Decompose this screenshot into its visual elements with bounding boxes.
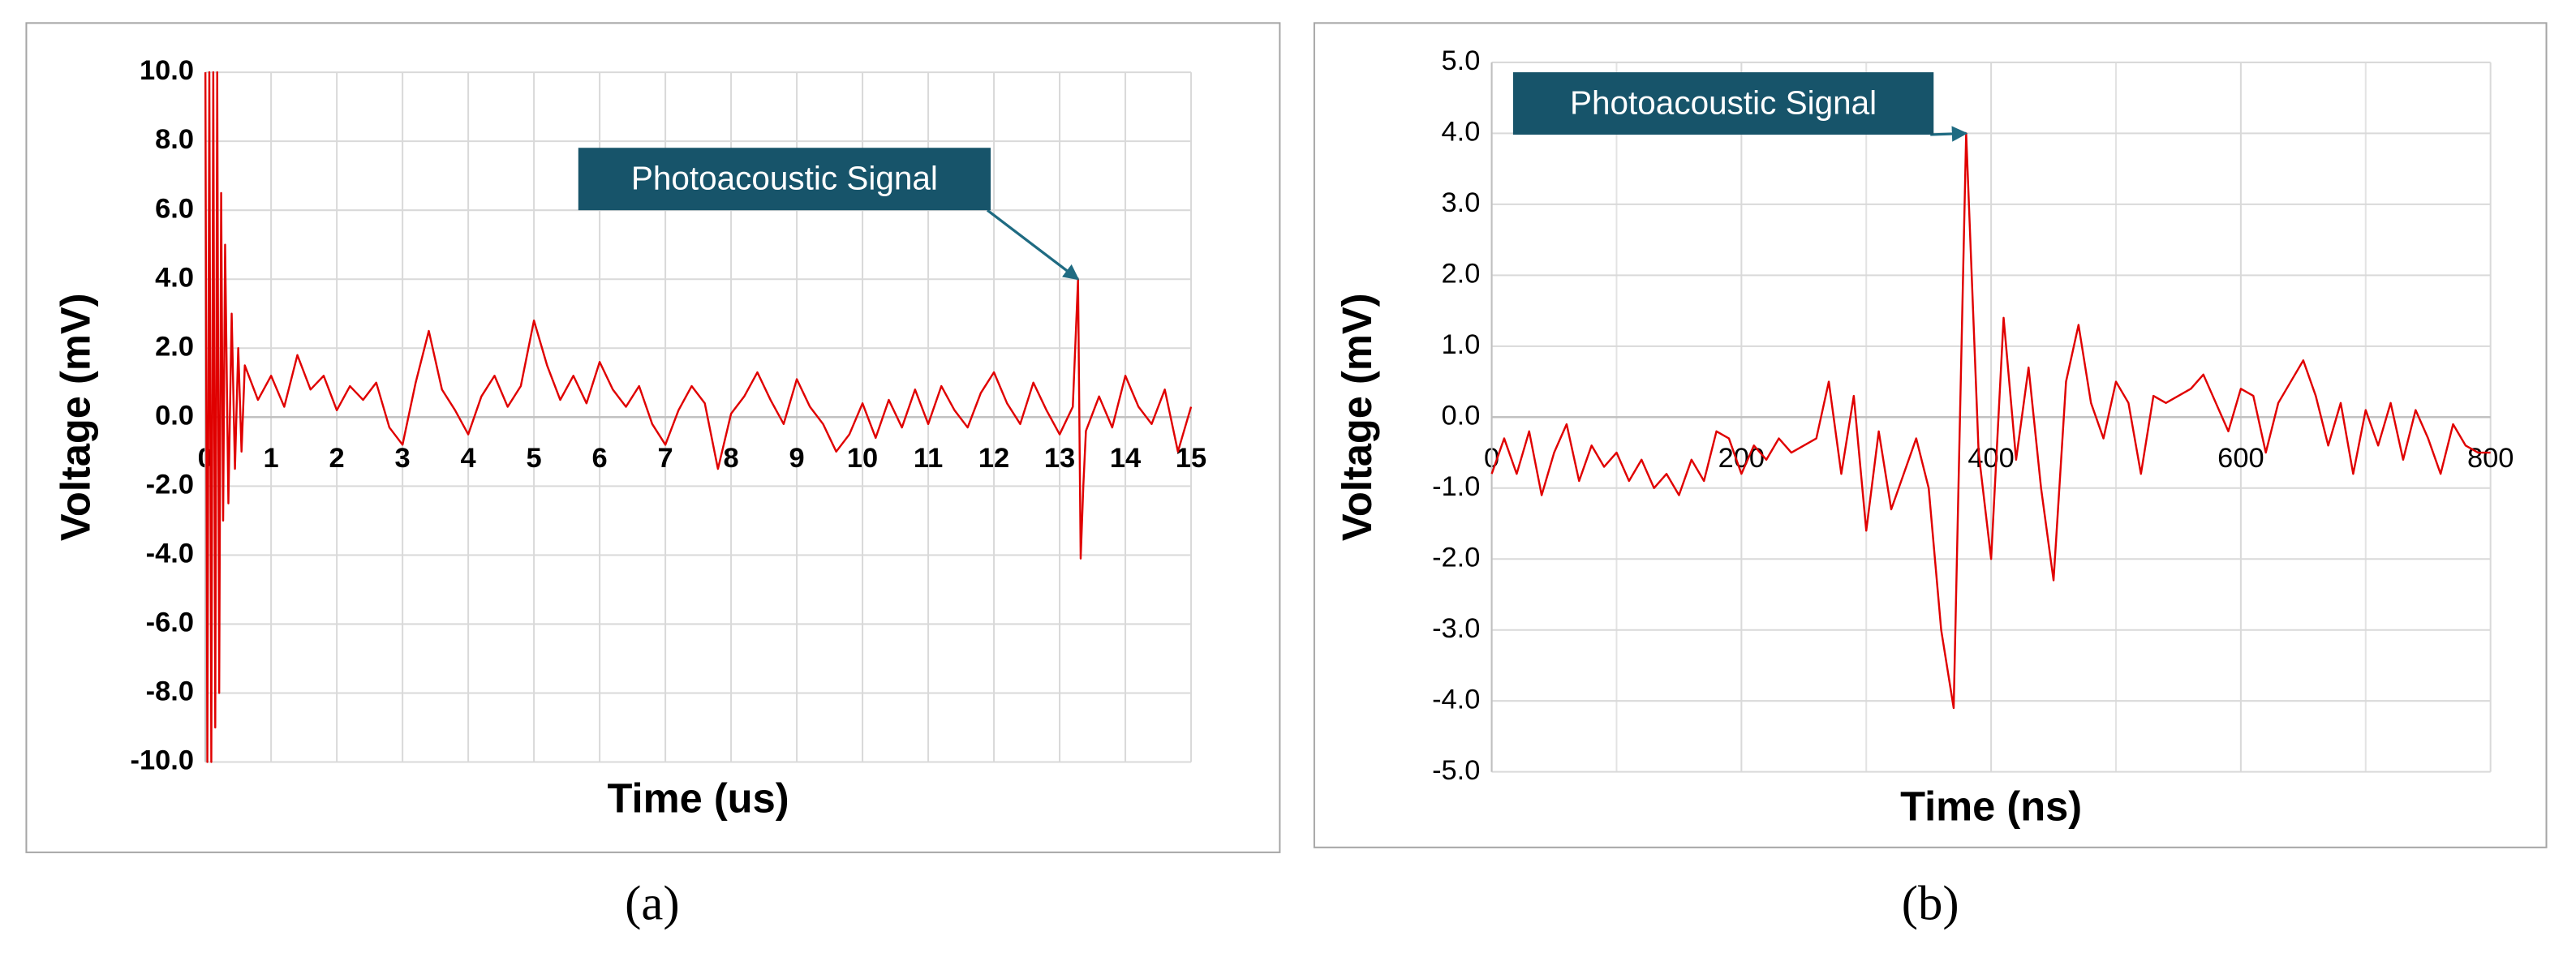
data-line bbox=[204, 71, 1193, 763]
y-tick-label: -2.0 bbox=[1432, 542, 1480, 573]
annotation-box bbox=[578, 148, 991, 211]
y-tick-label: 4.0 bbox=[155, 262, 194, 293]
y-tick-label: 4.0 bbox=[1442, 117, 1481, 148]
x-tick-label: 5 bbox=[527, 443, 542, 474]
x-tick-label: 14 bbox=[1110, 443, 1141, 474]
x-tick-label: 9 bbox=[789, 443, 805, 474]
annotation-arrow bbox=[986, 208, 1080, 281]
x-axis-title: Time (ns) bbox=[1900, 783, 2082, 830]
x-tick-label: 3 bbox=[395, 443, 411, 474]
x-tick-label: 1 bbox=[264, 443, 279, 474]
y-tick-label: 10.0 bbox=[140, 55, 194, 86]
y-tick-label: 3.0 bbox=[1442, 187, 1481, 218]
chart-frame bbox=[1313, 22, 2548, 848]
annotation-text: Photoacoustic Signal bbox=[631, 159, 938, 196]
y-tick-label: -5.0 bbox=[1432, 755, 1480, 786]
x-tick-label: 11 bbox=[914, 443, 943, 474]
y-tick-label: 8.0 bbox=[155, 124, 194, 155]
x-axis-title: Time (us) bbox=[608, 775, 789, 821]
y-tick-label: -6.0 bbox=[146, 607, 194, 638]
x-tick-label: 12 bbox=[978, 443, 1009, 474]
x-tick-label: 4 bbox=[461, 443, 476, 474]
y-axis-title: Voltage (mV) bbox=[1334, 294, 1380, 542]
x-tick-label: 800 bbox=[2467, 443, 2514, 474]
y-tick-label: 2.0 bbox=[1442, 258, 1481, 289]
y-axis-title: Voltage (mV) bbox=[53, 294, 99, 542]
x-tick-label: 6 bbox=[592, 443, 608, 474]
x-tick-label: 15 bbox=[1176, 443, 1206, 474]
annotation-text: Photoacoustic Signal bbox=[1570, 84, 1877, 121]
y-tick-label: -4.0 bbox=[1432, 684, 1480, 715]
y-tick-label: -3.0 bbox=[1432, 613, 1480, 644]
x-tick-label: 8 bbox=[724, 443, 739, 474]
y-tick-label: -10.0 bbox=[131, 745, 194, 776]
y-tick-label: 5.0 bbox=[1442, 45, 1481, 76]
y-tick-label: -4.0 bbox=[146, 538, 194, 569]
y-tick-label: 0.0 bbox=[155, 400, 194, 431]
y-tick-label: -1.0 bbox=[1432, 471, 1480, 502]
annotation-arrow bbox=[1930, 126, 1968, 142]
caption: (b) bbox=[1902, 877, 1959, 931]
data-line bbox=[1490, 132, 2491, 710]
y-tick-label: -8.0 bbox=[146, 676, 194, 707]
caption: (a) bbox=[625, 877, 679, 931]
y-tick-label: 0.0 bbox=[1442, 400, 1481, 431]
y-tick-label: 2.0 bbox=[155, 331, 194, 362]
x-tick-label: 7 bbox=[658, 443, 673, 474]
x-tick-label: 600 bbox=[2217, 443, 2264, 474]
x-tick-label: 400 bbox=[1967, 443, 2014, 474]
x-tick-label: 2 bbox=[329, 443, 345, 474]
x-tick-label: 13 bbox=[1044, 443, 1075, 474]
x-tick-label: 10 bbox=[847, 443, 878, 474]
annotation-box bbox=[1512, 72, 1934, 135]
x-tick-label: 200 bbox=[1718, 443, 1765, 474]
y-tick-label: 6.0 bbox=[155, 193, 194, 224]
y-tick-label: 1.0 bbox=[1442, 329, 1481, 360]
y-tick-label: -2.0 bbox=[146, 469, 194, 500]
